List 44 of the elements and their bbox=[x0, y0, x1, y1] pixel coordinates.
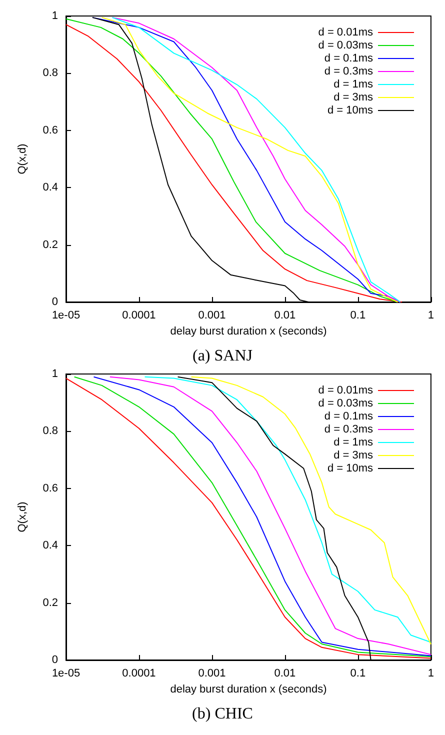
x-tick-label: 0.01 bbox=[274, 668, 296, 680]
y-tick-label: 0.4 bbox=[42, 182, 58, 194]
x-tick-label: 1 bbox=[428, 668, 434, 680]
x-tick-label: 0.001 bbox=[198, 310, 226, 322]
y-tick-label: 1 bbox=[52, 368, 58, 380]
y-tick-label: 0 bbox=[52, 654, 58, 666]
legend-label: d = 10ms bbox=[327, 462, 374, 474]
x-tick-label: 1 bbox=[428, 310, 434, 322]
legend-label: d = 0.3ms bbox=[324, 66, 374, 78]
legend-label: d = 1ms bbox=[334, 78, 374, 90]
y-tick-label: 1 bbox=[52, 10, 58, 22]
legend-label: d = 0.01ms bbox=[318, 384, 374, 396]
x-axis-title: delay burst duration x (seconds) bbox=[170, 325, 327, 338]
legend-label: d = 0.1ms bbox=[324, 410, 374, 422]
y-tick-label: 0.6 bbox=[42, 124, 58, 136]
x-tick-label: 0.0001 bbox=[122, 310, 156, 322]
legend-label: d = 3ms bbox=[334, 92, 374, 104]
y-tick-label: 0.8 bbox=[42, 425, 58, 438]
x-axis-title: delay burst duration x (seconds) bbox=[170, 683, 327, 696]
legend-label: d = 0.1ms bbox=[324, 52, 374, 64]
x-tick-label: 1e-05 bbox=[52, 310, 80, 322]
y-tick-label: 0.8 bbox=[42, 67, 58, 80]
text: (b) CHIC bbox=[192, 706, 253, 722]
x-tick-label: 1e-05 bbox=[52, 668, 80, 680]
text: (a) SANJ bbox=[192, 348, 253, 364]
y-axis-title: Q(x,d) bbox=[16, 502, 28, 532]
x-tick-label: 0.001 bbox=[198, 668, 226, 680]
legend-label: d = 0.03ms bbox=[318, 40, 374, 52]
x-tick-label: 0.01 bbox=[274, 310, 296, 322]
y-axis-title: Q(x,d) bbox=[16, 144, 28, 174]
y-tick-label: 0 bbox=[52, 296, 58, 308]
x-tick-label: 0.1 bbox=[350, 310, 366, 322]
y-tick-label: 0.4 bbox=[42, 540, 58, 552]
x-tick-label: 0.1 bbox=[350, 668, 366, 680]
legend-label: d = 3ms bbox=[334, 450, 374, 462]
legend-label: d = 0.3ms bbox=[324, 424, 374, 436]
x-tick-label: 0.0001 bbox=[122, 668, 156, 680]
y-tick-label: 0.2 bbox=[42, 596, 58, 609]
y-tick-label: 0.2 bbox=[42, 238, 58, 251]
legend-label: d = 1ms bbox=[334, 436, 374, 448]
legend-label: d = 0.03ms bbox=[318, 398, 374, 410]
legend-label: d = 0.01ms bbox=[318, 26, 374, 38]
legend-label: d = 10ms bbox=[327, 104, 374, 116]
y-tick-label: 0.6 bbox=[42, 482, 58, 494]
